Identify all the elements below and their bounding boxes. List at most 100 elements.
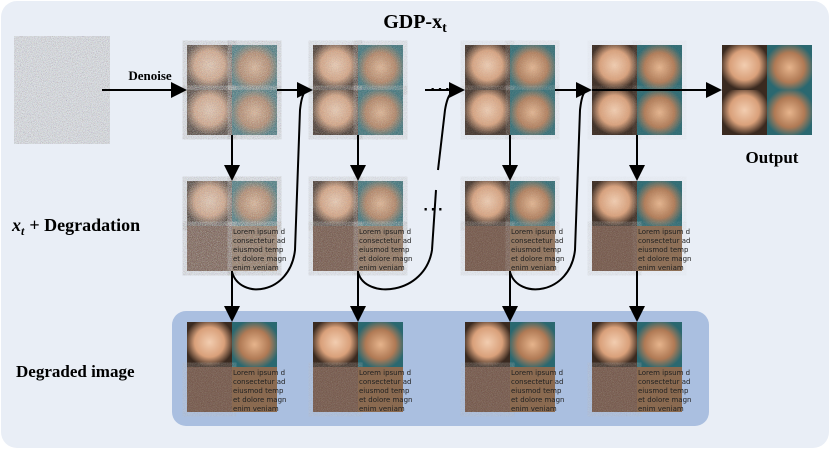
noise-overlay xyxy=(465,367,510,412)
noise-overlay xyxy=(637,226,682,271)
overlay-text: enim veniam xyxy=(233,264,279,272)
image-quadrant xyxy=(637,322,682,367)
overlay-text: enim veniam xyxy=(233,405,279,413)
overlay-text: consectetur ad xyxy=(638,237,690,245)
noise-overlay xyxy=(510,226,555,271)
noise-overlay xyxy=(592,45,637,90)
overlay-text: enim veniam xyxy=(511,264,557,272)
noise-overlay xyxy=(465,45,510,90)
noise-overlay xyxy=(592,367,637,412)
noise-overlay xyxy=(510,45,555,90)
image-quadrant xyxy=(510,367,555,412)
title: GDP-xt xyxy=(383,11,447,36)
overlay-text: consectetur ad xyxy=(359,378,411,386)
overlay-text: consectetur ad xyxy=(511,237,563,245)
image-quadrant xyxy=(722,90,767,135)
overlay-text: eiusmod temp xyxy=(511,387,562,395)
overlay-text: eiusmod temp xyxy=(359,246,410,254)
overlay-text: consectetur ad xyxy=(233,237,285,245)
overlay-text: Lorem ipsum d xyxy=(511,369,563,377)
overlay-text: consectetur ad xyxy=(638,378,690,386)
degraded-panel xyxy=(172,311,709,426)
overlay-text: Lorem ipsum d xyxy=(511,228,563,236)
label-text: + Degradation xyxy=(29,215,140,235)
noise-overlay xyxy=(510,90,555,135)
overlay-text: eiusmod temp xyxy=(233,246,284,254)
image-quadrant xyxy=(637,367,682,412)
label-subscript: t xyxy=(21,224,25,238)
overlay-text: enim veniam xyxy=(359,264,405,272)
overlay-text: consectetur ad xyxy=(511,378,563,386)
overlay-text: enim veniam xyxy=(511,405,557,413)
image-quadrant xyxy=(767,45,812,90)
overlay-text: eiusmod temp xyxy=(638,246,689,254)
noise-overlay xyxy=(187,90,232,135)
noise-overlay xyxy=(465,90,510,135)
curved-arrow xyxy=(509,89,591,291)
noise-overlay xyxy=(592,181,637,226)
overlay-text: eiusmod temp xyxy=(359,387,410,395)
image-quadrant xyxy=(767,90,812,135)
noise-overlay xyxy=(637,181,682,226)
overlay-text: Lorem ipsum d xyxy=(359,369,411,377)
noise-overlay xyxy=(313,90,358,135)
overlay-text: eiusmod temp xyxy=(233,387,284,395)
curved-arrow xyxy=(231,89,312,291)
noise-overlay xyxy=(187,181,232,226)
overlay-text: et dolore magn xyxy=(359,396,412,404)
overlay-text: enim veniam xyxy=(638,264,684,272)
image-quadrant xyxy=(465,322,510,367)
noise-overlay xyxy=(592,90,637,135)
noise-overlay xyxy=(313,367,358,412)
image-quadrant xyxy=(592,322,637,367)
overlay-text: Lorem ipsum d xyxy=(359,228,411,236)
noise-overlay xyxy=(358,181,403,226)
noise-overlay xyxy=(637,45,682,90)
title-subscript: t xyxy=(442,21,447,36)
curved-arrow xyxy=(357,189,437,291)
label-variable: x xyxy=(11,215,21,235)
overlay-text: enim veniam xyxy=(359,405,405,413)
denoise-label: Denoise xyxy=(128,68,172,83)
overlay-text: eiusmod temp xyxy=(638,387,689,395)
noise-overlay xyxy=(187,367,232,412)
overlay-text: Lorem ipsum d xyxy=(638,228,690,236)
noise-overlay xyxy=(232,45,277,90)
noise-overlay xyxy=(232,90,277,135)
noise-overlay xyxy=(313,226,358,271)
output-label: Output xyxy=(746,148,799,167)
image-quadrant xyxy=(722,45,767,90)
noise-overlay xyxy=(637,90,682,135)
noise-overlay xyxy=(358,45,403,90)
image-quadrant xyxy=(313,322,358,367)
overlay-text: et dolore magn xyxy=(233,255,286,263)
overlay-text: consectetur ad xyxy=(359,237,411,245)
overlay-text: Lorem ipsum d xyxy=(233,228,285,236)
overlay-text: et dolore magn xyxy=(638,255,691,263)
noise-overlay xyxy=(232,181,277,226)
noise-overlay xyxy=(232,226,277,271)
noise-overlay xyxy=(510,181,555,226)
overlay-text: et dolore magn xyxy=(638,396,691,404)
overlay-text: eiusmod temp xyxy=(511,246,562,254)
title-text: GDP-x xyxy=(383,11,442,33)
image-quadrant xyxy=(358,322,403,367)
noise-overlay xyxy=(465,181,510,226)
noise-overlay xyxy=(592,226,637,271)
overlay-text: et dolore magn xyxy=(511,396,564,404)
overlay-text: Lorem ipsum d xyxy=(233,369,285,377)
overlay-text: et dolore magn xyxy=(511,255,564,263)
noise-overlay xyxy=(358,226,403,271)
overlay-text: et dolore magn xyxy=(233,396,286,404)
ellipsis: ⋯ xyxy=(429,76,451,101)
noise-overlay xyxy=(187,45,232,90)
degradation-label: xt + Degradation xyxy=(11,215,140,238)
overlay-text: Lorem ipsum d xyxy=(638,369,690,377)
image-quadrant xyxy=(187,322,232,367)
degraded-label: Degraded image xyxy=(16,362,135,381)
noise-overlay xyxy=(313,181,358,226)
noise-overlay xyxy=(187,226,232,271)
overlay-text: et dolore magn xyxy=(359,255,412,263)
arrows xyxy=(102,82,722,322)
